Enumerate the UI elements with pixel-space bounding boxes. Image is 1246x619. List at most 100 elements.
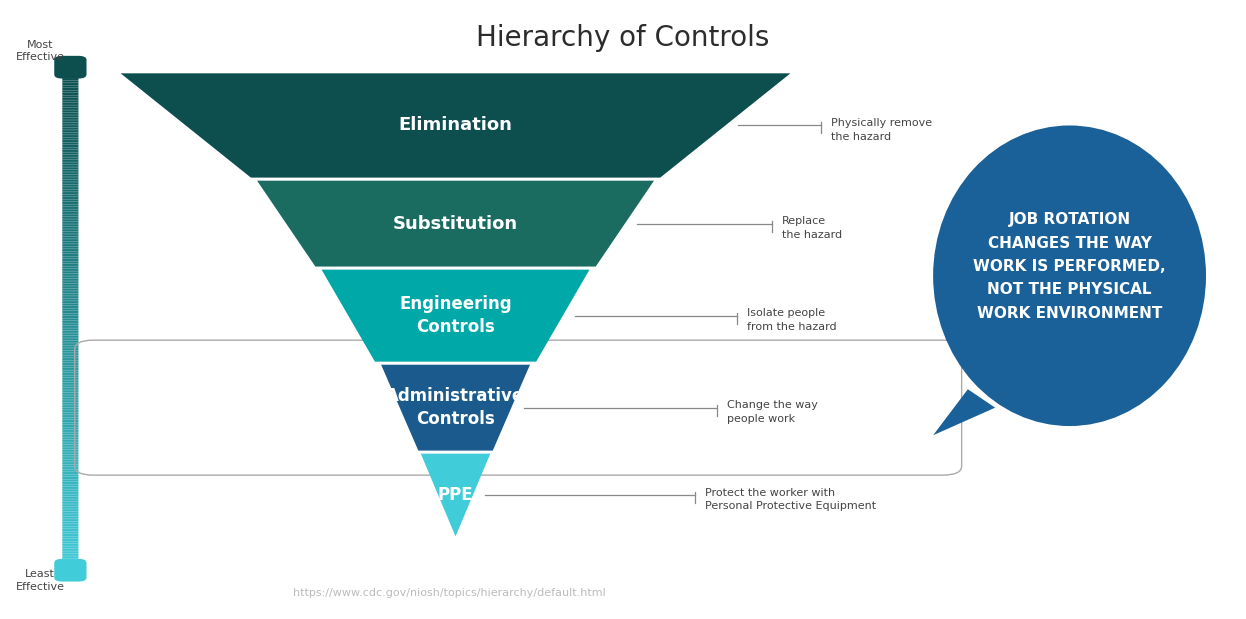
FancyBboxPatch shape [62, 339, 78, 340]
FancyBboxPatch shape [62, 315, 78, 317]
FancyBboxPatch shape [62, 233, 78, 235]
FancyBboxPatch shape [62, 483, 78, 485]
FancyBboxPatch shape [62, 482, 78, 483]
FancyBboxPatch shape [62, 290, 78, 292]
FancyBboxPatch shape [62, 558, 78, 560]
FancyBboxPatch shape [62, 534, 78, 535]
FancyBboxPatch shape [62, 329, 78, 331]
FancyBboxPatch shape [62, 438, 78, 439]
FancyBboxPatch shape [62, 466, 78, 468]
FancyBboxPatch shape [62, 307, 78, 309]
FancyBboxPatch shape [62, 555, 78, 557]
Text: Protect the worker with
Personal Protective Equipment: Protect the worker with Personal Protect… [705, 488, 876, 511]
FancyBboxPatch shape [62, 285, 78, 287]
FancyBboxPatch shape [62, 149, 78, 151]
FancyBboxPatch shape [62, 194, 78, 196]
FancyBboxPatch shape [62, 319, 78, 321]
FancyBboxPatch shape [62, 71, 78, 72]
FancyBboxPatch shape [62, 158, 78, 160]
FancyBboxPatch shape [62, 326, 78, 327]
FancyBboxPatch shape [62, 104, 78, 106]
FancyBboxPatch shape [62, 366, 78, 367]
FancyBboxPatch shape [62, 314, 78, 315]
FancyBboxPatch shape [62, 383, 78, 384]
FancyBboxPatch shape [62, 303, 78, 305]
FancyBboxPatch shape [62, 324, 78, 326]
FancyBboxPatch shape [62, 238, 78, 240]
FancyBboxPatch shape [62, 562, 78, 563]
FancyBboxPatch shape [62, 471, 78, 473]
FancyBboxPatch shape [62, 470, 78, 471]
FancyBboxPatch shape [62, 500, 78, 501]
FancyBboxPatch shape [62, 154, 78, 156]
FancyBboxPatch shape [62, 488, 78, 490]
FancyBboxPatch shape [62, 279, 78, 280]
FancyBboxPatch shape [62, 113, 78, 114]
FancyBboxPatch shape [62, 444, 78, 446]
FancyBboxPatch shape [62, 359, 78, 361]
FancyBboxPatch shape [62, 525, 78, 527]
FancyBboxPatch shape [62, 493, 78, 495]
FancyBboxPatch shape [62, 257, 78, 258]
Text: Replace
the hazard: Replace the hazard [781, 216, 842, 240]
FancyBboxPatch shape [62, 67, 78, 69]
FancyBboxPatch shape [62, 170, 78, 171]
FancyBboxPatch shape [62, 203, 78, 205]
Polygon shape [257, 181, 654, 267]
FancyBboxPatch shape [62, 563, 78, 565]
FancyBboxPatch shape [62, 565, 78, 567]
FancyBboxPatch shape [62, 378, 78, 379]
FancyBboxPatch shape [62, 542, 78, 543]
FancyBboxPatch shape [62, 186, 78, 188]
FancyBboxPatch shape [62, 439, 78, 441]
FancyBboxPatch shape [62, 151, 78, 153]
FancyBboxPatch shape [62, 129, 78, 131]
FancyBboxPatch shape [62, 292, 78, 293]
FancyBboxPatch shape [62, 443, 78, 444]
FancyBboxPatch shape [62, 262, 78, 263]
FancyBboxPatch shape [62, 317, 78, 319]
Text: Administrative
Controls: Administrative Controls [386, 387, 525, 428]
FancyBboxPatch shape [62, 184, 78, 186]
FancyBboxPatch shape [62, 246, 78, 248]
FancyBboxPatch shape [62, 355, 78, 357]
Polygon shape [933, 389, 996, 435]
FancyBboxPatch shape [62, 441, 78, 443]
FancyBboxPatch shape [62, 298, 78, 300]
FancyBboxPatch shape [62, 240, 78, 241]
FancyBboxPatch shape [62, 461, 78, 463]
FancyBboxPatch shape [62, 173, 78, 175]
FancyBboxPatch shape [62, 435, 78, 436]
FancyBboxPatch shape [62, 384, 78, 386]
FancyBboxPatch shape [62, 102, 78, 104]
FancyBboxPatch shape [62, 77, 78, 79]
FancyBboxPatch shape [62, 357, 78, 359]
FancyBboxPatch shape [62, 550, 78, 552]
FancyBboxPatch shape [62, 458, 78, 459]
FancyBboxPatch shape [62, 374, 78, 376]
FancyBboxPatch shape [62, 322, 78, 324]
FancyBboxPatch shape [62, 252, 78, 253]
FancyBboxPatch shape [62, 139, 78, 141]
Polygon shape [321, 270, 589, 361]
FancyBboxPatch shape [62, 309, 78, 310]
FancyBboxPatch shape [62, 94, 78, 96]
FancyBboxPatch shape [62, 387, 78, 389]
FancyBboxPatch shape [62, 302, 78, 303]
FancyBboxPatch shape [62, 228, 78, 230]
FancyBboxPatch shape [62, 72, 78, 74]
Text: PPE: PPE [437, 486, 473, 504]
FancyBboxPatch shape [62, 337, 78, 339]
FancyBboxPatch shape [62, 161, 78, 163]
FancyBboxPatch shape [62, 401, 78, 402]
FancyBboxPatch shape [62, 82, 78, 84]
FancyBboxPatch shape [62, 411, 78, 413]
FancyBboxPatch shape [62, 416, 78, 418]
FancyBboxPatch shape [62, 430, 78, 431]
FancyBboxPatch shape [62, 389, 78, 391]
FancyBboxPatch shape [62, 535, 78, 537]
FancyBboxPatch shape [62, 480, 78, 482]
FancyBboxPatch shape [62, 540, 78, 542]
FancyBboxPatch shape [62, 394, 78, 396]
FancyBboxPatch shape [62, 165, 78, 166]
